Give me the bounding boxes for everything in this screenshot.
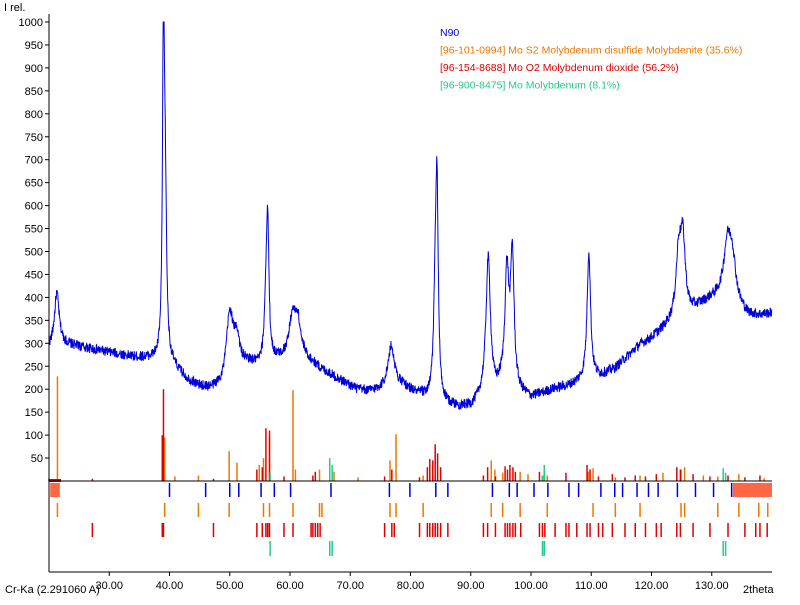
x-tick-label: 80.00 xyxy=(397,580,425,592)
legend-entry: [96-900-8475] Mo Molybdenum (8.1%) xyxy=(440,80,620,92)
y-tick-label: 500 xyxy=(25,247,43,259)
y-tick-label: 400 xyxy=(25,292,43,304)
y-tick-label: 200 xyxy=(25,384,43,396)
pattern-line xyxy=(48,21,773,411)
x-tick-label: 60.00 xyxy=(276,580,304,592)
y-tick-label: 350 xyxy=(25,315,43,327)
y-tick-label: 300 xyxy=(25,338,43,350)
y-tick-label: 450 xyxy=(25,269,43,281)
y-tick-label: 100 xyxy=(25,430,43,442)
x-tick-label: 40.00 xyxy=(156,580,184,592)
y-tick-label: 600 xyxy=(25,201,43,213)
x-tick-label: 120.00 xyxy=(635,580,669,592)
phase-band xyxy=(732,483,772,497)
radiation-label: Cr-Ka (2.291060 A) xyxy=(5,584,100,596)
y-tick-label: 550 xyxy=(25,224,43,236)
legend-entry: [96-154-8688] Mo O2 Molybdenum dioxide (… xyxy=(440,62,679,74)
x-tick-label: 100.00 xyxy=(514,580,548,592)
x-tick-label: 90.00 xyxy=(457,580,485,592)
x-tick-label: 70.00 xyxy=(336,580,364,592)
y-tick-label: 650 xyxy=(25,178,43,190)
y-tick-label: 250 xyxy=(25,361,43,373)
plot-area xyxy=(49,22,772,572)
x-tick-label: 30.00 xyxy=(95,580,123,592)
y-axis-title: I rel. xyxy=(4,2,25,14)
y-tick-label: 850 xyxy=(25,86,43,98)
y-tick-label: 1000 xyxy=(19,17,43,29)
legend-entry: N90 xyxy=(440,27,459,39)
x-tick-label: 110.00 xyxy=(575,580,608,592)
y-tick-label: 950 xyxy=(25,40,43,52)
phase-band xyxy=(50,483,60,497)
y-tick-label: 50 xyxy=(31,453,43,465)
y-tick-label: 700 xyxy=(25,155,43,167)
x-tick-label: 130.00 xyxy=(695,580,729,592)
y-tick-label: 800 xyxy=(25,109,43,121)
y-tick-label: 900 xyxy=(25,63,43,75)
x-axis-title: 2theta xyxy=(743,584,774,596)
x-tick-label: 50.00 xyxy=(216,580,244,592)
y-tick-label: 150 xyxy=(25,407,43,419)
y-tick-label: 750 xyxy=(25,132,43,144)
legend-entry: [96-101-0994] Mo S2 Molybdenum disulfide… xyxy=(440,45,742,57)
